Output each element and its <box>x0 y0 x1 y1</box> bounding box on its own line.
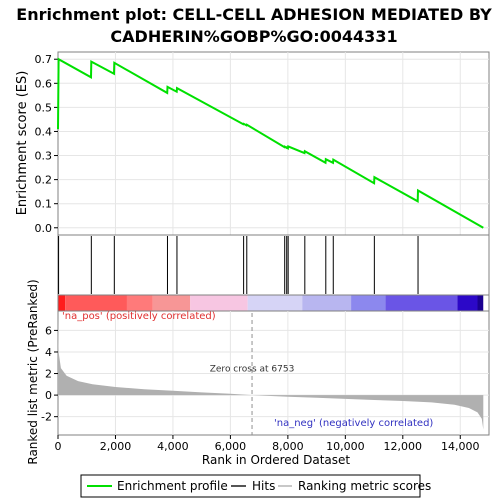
es-y-tick-label: 0.6 <box>35 77 53 90</box>
band-segment <box>302 295 352 311</box>
hits-panel-frame <box>57 234 490 296</box>
hits-panel <box>57 234 490 296</box>
es-y-tick-label: 0.1 <box>35 198 53 211</box>
x-tick-label: 0 <box>55 440 62 453</box>
zero-cross-label: Zero cross at 6753 <box>210 364 295 374</box>
neg-label: 'na_neg' (negatively correlated) <box>274 418 433 429</box>
band-segment <box>190 295 248 311</box>
x-axis: 0 2,000 4,000 6,000 8,000 10,000 12,000 14,000 <box>55 435 480 453</box>
hits-group <box>58 236 419 294</box>
legend-enrichment-label: Enrichment profile <box>117 479 228 493</box>
band-segment <box>58 295 66 311</box>
metric-panel: Zero cross at 6753 'na_pos' (positively … <box>26 279 490 465</box>
metric-y-tick-label: 0 <box>45 389 52 402</box>
x-tick-label: 12,000 <box>384 440 423 453</box>
es-y-tick-label: 0.2 <box>35 174 53 187</box>
chart-title-line-2: CADHERIN%GOBP%GO:0044331 <box>110 27 397 46</box>
metric-gridlines <box>58 311 489 435</box>
x-tick-label: 2,000 <box>100 440 132 453</box>
chart-title-line-1: Enrichment plot: CELL-CELL ADHESION MEDI… <box>16 5 492 24</box>
es-y-tick-label: 0.5 <box>35 101 53 114</box>
x-tick-label: 14,000 <box>441 440 480 453</box>
band-segment <box>351 295 386 311</box>
metric-y-tick-label: 6 <box>45 324 52 337</box>
band-segment <box>457 295 478 311</box>
es-y-tick-label: 0.0 <box>35 222 53 235</box>
enrichment-profile-line <box>57 57 484 229</box>
x-tick-label: 4,000 <box>157 440 189 453</box>
legend-frame <box>80 474 421 498</box>
metric-y-tick-label: 2 <box>45 368 52 381</box>
band-segment <box>247 295 303 311</box>
es-y-axis-label: Enrichment score (ES) <box>15 71 30 216</box>
band-segment <box>65 295 127 311</box>
legend-metric-label: Ranking metric scores <box>298 479 431 493</box>
es-y-tick-label: 0.7 <box>35 53 53 66</box>
band-segment <box>385 295 458 311</box>
pos-label: 'na_pos' (positively correlated) <box>62 311 216 322</box>
x-tick-label: 10,000 <box>326 440 365 453</box>
legend-hits-label: Hits <box>252 479 275 493</box>
es-y-tick-label: 0.3 <box>35 150 53 163</box>
es-y-axis: 0.0 0.1 0.2 0.3 0.4 0.5 0.6 0.7 <box>35 53 58 235</box>
x-axis-label: Rank in Ordered Dataset <box>202 453 350 467</box>
x-tick-label: 6,000 <box>215 440 247 453</box>
metric-y-tick-label: -2 <box>41 411 52 424</box>
es-gridlines <box>58 52 489 235</box>
band-segment <box>152 295 191 311</box>
es-y-tick-label: 0.4 <box>35 125 53 138</box>
x-tick-label: 8,000 <box>272 440 304 453</box>
legend: Enrichment profile Hits Ranking metric s… <box>80 474 431 498</box>
band-segment <box>126 295 153 311</box>
ranking-color-band <box>58 295 484 311</box>
metric-y-axis-label: Ranked list metric (PreRanked) <box>26 279 40 464</box>
metric-y-axis: -2 0 2 4 6 <box>41 324 58 424</box>
band-segment <box>477 295 484 311</box>
es-panel: 0.0 0.1 0.2 0.3 0.4 0.5 0.6 0.7 Enrichment scor… <box>15 51 490 236</box>
metric-y-tick-label: 4 <box>45 346 52 359</box>
